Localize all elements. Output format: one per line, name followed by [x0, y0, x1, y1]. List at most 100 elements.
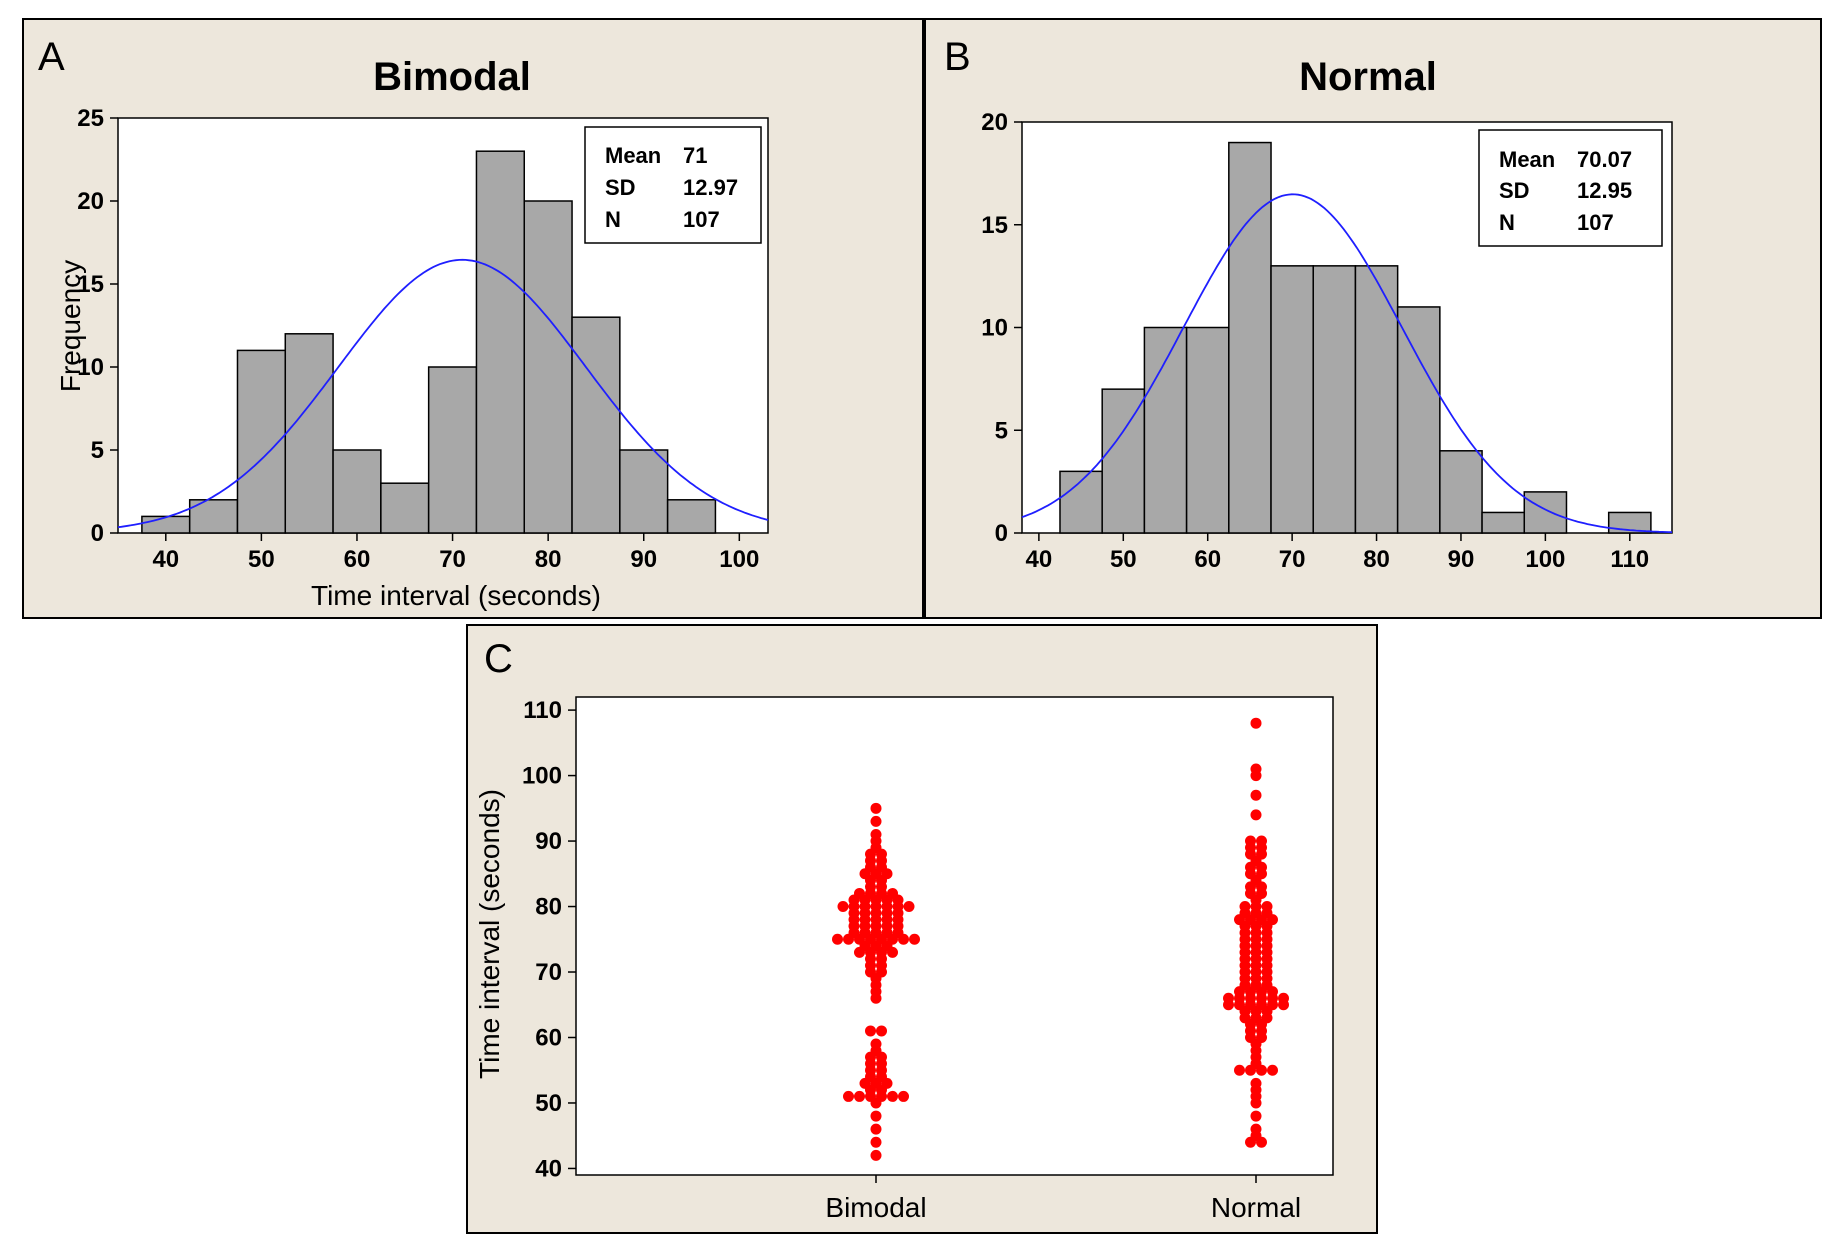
dot-normal: [1223, 992, 1234, 1004]
b-x-tick-label: 70: [1279, 546, 1306, 573]
b-x-tick-label: 90: [1448, 546, 1475, 573]
dot-bimodal: [876, 1025, 887, 1037]
dot-bimodal: [892, 894, 904, 906]
dot-normal: [1267, 986, 1278, 998]
b-y-tick-label: 20: [981, 109, 1008, 136]
panel-b-letter: B: [944, 35, 971, 79]
dot-bimodal: [870, 815, 882, 827]
panel-a-normal-fit-curve: [117, 258, 769, 529]
panel-b-stat-n-label: N: [1499, 210, 1515, 235]
dot-normal: [1250, 1110, 1262, 1122]
b-y-tick-label: 15: [981, 212, 1008, 239]
a-x-tick-label: 40: [152, 546, 179, 573]
c-y-tick-label: 90: [535, 828, 562, 855]
panel-c-y-axis-label: Time interval (seconds): [474, 789, 505, 1079]
b-histogram-bar-3: [1185, 326, 1230, 534]
b-x-tick-label: 100: [1525, 546, 1565, 573]
panel-b: B Normal 40 50 60 70 80 90 100 110 0 5 10 15 20 Mea…: [924, 18, 1822, 619]
dot-normal: [1278, 999, 1289, 1011]
dot-bimodal: [870, 1110, 882, 1122]
dot-normal: [1261, 953, 1273, 965]
panel-a-stats-frame: [584, 126, 762, 244]
dot-bimodal: [887, 1090, 898, 1102]
a-histogram-bar-3: [284, 333, 334, 534]
panel-a-stat-sd-value: 12.97: [683, 175, 738, 200]
a-x-tick-label: 60: [344, 546, 371, 573]
a-y-tick-label: 25: [77, 105, 104, 132]
panel-a-title: Bimodal: [373, 55, 531, 99]
a-histogram-bar-4: [332, 449, 382, 534]
b-histogram-bar-8: [1396, 306, 1441, 534]
b-histogram-bar-10: [1481, 511, 1526, 534]
dot-bimodal: [870, 1123, 882, 1135]
b-histogram-bar-11: [1523, 491, 1568, 534]
b-x-tick-label: 60: [1194, 546, 1221, 573]
panel-b-stat-n-value: 107: [1577, 210, 1614, 235]
c-y-tick-label: 70: [535, 959, 562, 986]
dot-bimodal: [898, 1090, 909, 1102]
b-histogram-bar-2: [1143, 326, 1188, 534]
dot-bimodal: [854, 887, 865, 899]
panel-a-letter: A: [38, 35, 65, 79]
c-y-tick-label: 110: [523, 697, 562, 724]
b-histogram-bar-5: [1270, 265, 1314, 534]
dot-normal: [1250, 789, 1262, 801]
c-y-tick-label: 100: [522, 763, 562, 790]
panel-b-stat-mean-label: Mean: [1499, 147, 1555, 172]
panel-c-plot: 40 50 60 70 80 90 100 110 Bimodal Normal: [522, 696, 1334, 1223]
panel-a-plot: 40 50 60 70 80 90 100 0 5 10 15 20 25 Mean 71 SD 12…: [77, 105, 769, 573]
dot-bimodal: [870, 1038, 882, 1050]
dot-normal: [1234, 1064, 1245, 1076]
c-y-tick-label: 60: [535, 1024, 562, 1051]
panel-a-stats-box: Mean 71 SD 12.97 N 107: [584, 126, 762, 244]
a-x-tick-label: 90: [630, 546, 657, 573]
dot-normal: [1261, 901, 1273, 913]
dot-normal: [1267, 1064, 1278, 1076]
dot-bimodal: [870, 802, 882, 814]
b-x-tick-label: 80: [1363, 546, 1390, 573]
panel-b-stat-sd-value: 12.95: [1577, 178, 1632, 203]
panel-a-stat-n-value: 107: [683, 207, 720, 232]
panel-c: C 40 50 60 70 80 90 100 110 Bimodal Normal Time …: [466, 624, 1378, 1234]
dot-normal: [1250, 1123, 1262, 1135]
dot-bimodal: [854, 1090, 865, 1102]
panel-a: A Bimodal 40 50 60 70 80 90 100 0 5 10 15 20 25 Mea…: [22, 18, 924, 619]
dot-bimodal: [865, 1025, 876, 1037]
a-histogram-bar-8: [523, 200, 573, 534]
a-x-tick-label: 70: [439, 546, 466, 573]
a-histogram-bar-11: [666, 499, 717, 534]
a-x-tick-label: 100: [719, 546, 759, 573]
panel-a-stat-mean-label: Mean: [605, 143, 661, 168]
a-y-tick-label: 0: [91, 520, 104, 547]
c-y-tick-label: 80: [535, 894, 562, 921]
b-histogram-bar-6: [1312, 265, 1357, 534]
dot-bimodal: [837, 901, 849, 913]
dot-normal: [1256, 835, 1267, 847]
panel-c-plot-area: [575, 696, 1334, 1176]
a-histogram-bar-7: [475, 150, 525, 534]
panel-a-stat-n-label: N: [605, 207, 621, 232]
b-y-tick-label: 10: [981, 315, 1008, 342]
panel-c-letter: C: [484, 637, 513, 681]
panel-b-stats-frame: [1478, 129, 1663, 247]
c-category-label: Normal: [1211, 1192, 1301, 1223]
dot-normal: [1250, 1077, 1262, 1089]
c-y-tick-label: 40: [535, 1155, 562, 1182]
panel-b-stat-mean-value: 70.07: [1577, 147, 1632, 172]
a-y-tick-label: 10: [77, 354, 104, 381]
b-x-tick-label: 40: [1026, 546, 1053, 573]
a-histogram-bar-9: [571, 316, 621, 534]
panel-a-x-axis-label: Time interval (seconds): [311, 580, 601, 611]
panel-b-title: Normal: [1299, 55, 1437, 99]
panel-b-plot: 40 50 60 70 80 90 100 110 0 5 10 15 20 Mean 70.07 S…: [981, 109, 1673, 573]
a-histogram-bar-5: [380, 482, 430, 534]
a-x-tick-label: 80: [535, 546, 562, 573]
b-y-tick-label: 5: [995, 417, 1008, 444]
dot-bimodal: [870, 1149, 882, 1161]
dot-normal: [1245, 835, 1256, 847]
dot-bimodal: [870, 1136, 882, 1148]
a-histogram-bar-6: [427, 366, 478, 534]
dot-normal: [1261, 940, 1273, 952]
a-x-tick-label: 50: [248, 546, 275, 573]
c-category-label: Bimodal: [825, 1192, 926, 1223]
